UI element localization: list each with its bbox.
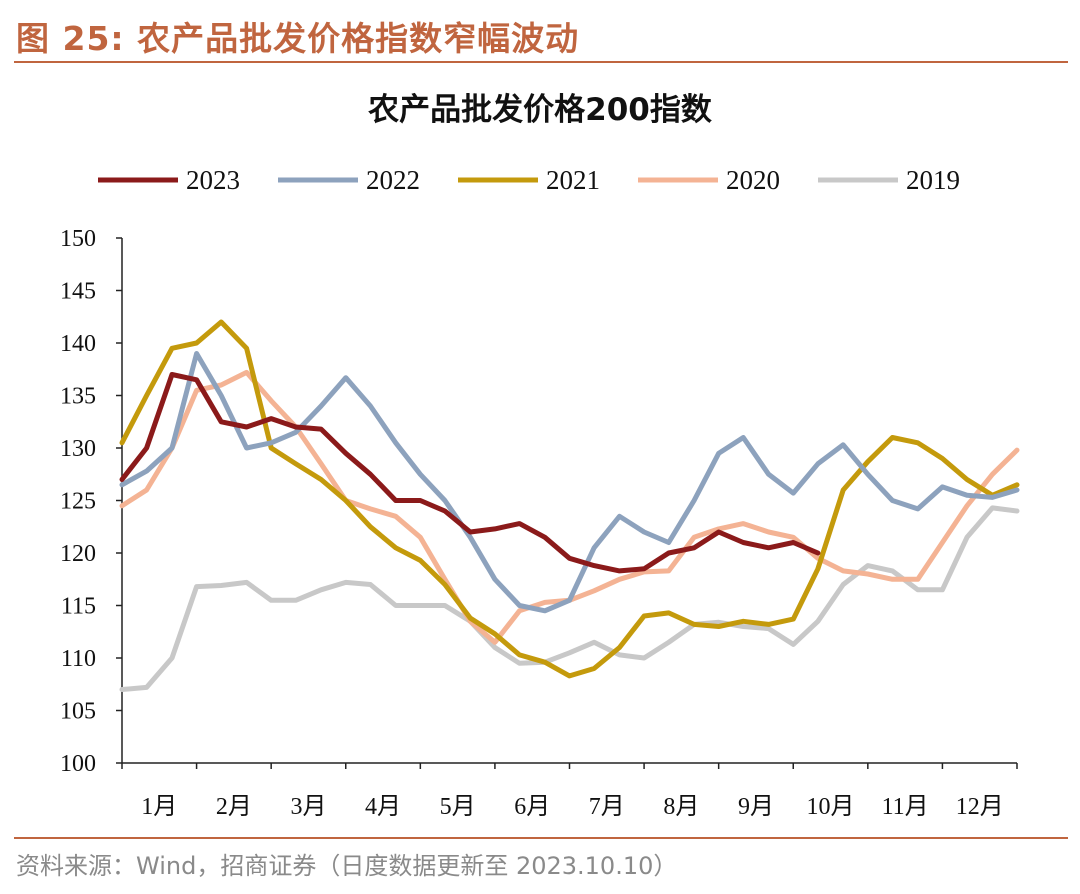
x-tick-label: 4月 xyxy=(365,794,401,820)
x-tick-label: 7月 xyxy=(589,794,625,820)
x-tick-label: 8月 xyxy=(663,794,699,820)
y-tick-label: 125 xyxy=(60,489,96,515)
legend-label-2021: 2021 xyxy=(546,165,600,195)
figure-title: 图 25: 农产品批发价格指数窄幅波动 xyxy=(16,19,580,58)
header-divider xyxy=(14,61,1068,63)
x-tick-label: 11月 xyxy=(882,794,929,820)
chart-title: 农产品批发价格200指数 xyxy=(368,92,712,128)
legend-label-2023: 2023 xyxy=(186,165,240,195)
y-tick-label: 130 xyxy=(60,436,96,462)
y-tick-label: 100 xyxy=(60,751,96,777)
x-tick-label: 12月 xyxy=(956,794,1004,820)
y-tick-label: 150 xyxy=(60,226,96,252)
y-tick-label: 115 xyxy=(61,594,96,620)
x-tick-label: 9月 xyxy=(738,794,774,820)
legend-label-2020: 2020 xyxy=(726,165,780,195)
y-tick-label: 135 xyxy=(60,384,96,410)
x-tick-label: 6月 xyxy=(514,794,550,820)
x-tick-label: 10月 xyxy=(807,794,855,820)
y-tick-label: 120 xyxy=(60,541,96,567)
legend-label-2022: 2022 xyxy=(366,165,420,195)
series-line-2019 xyxy=(119,505,1020,692)
series-line-2023 xyxy=(119,372,821,574)
footer-divider xyxy=(14,837,1068,839)
series-line-2022 xyxy=(119,351,1020,614)
x-tick-label: 5月 xyxy=(440,794,476,820)
y-tick-label: 145 xyxy=(60,279,96,305)
x-tick-label: 1月 xyxy=(141,794,177,820)
y-tick-label: 110 xyxy=(61,646,96,672)
x-tick-label: 3月 xyxy=(290,794,326,820)
series-line-2021 xyxy=(119,319,1020,679)
y-tick-label: 105 xyxy=(60,699,96,725)
y-tick-label: 140 xyxy=(60,331,96,357)
x-tick-label: 2月 xyxy=(216,794,252,820)
source-note: 资料来源：Wind，招商证券（日度数据更新至 2023.10.10） xyxy=(16,852,678,880)
legend-label-2019: 2019 xyxy=(906,165,960,195)
